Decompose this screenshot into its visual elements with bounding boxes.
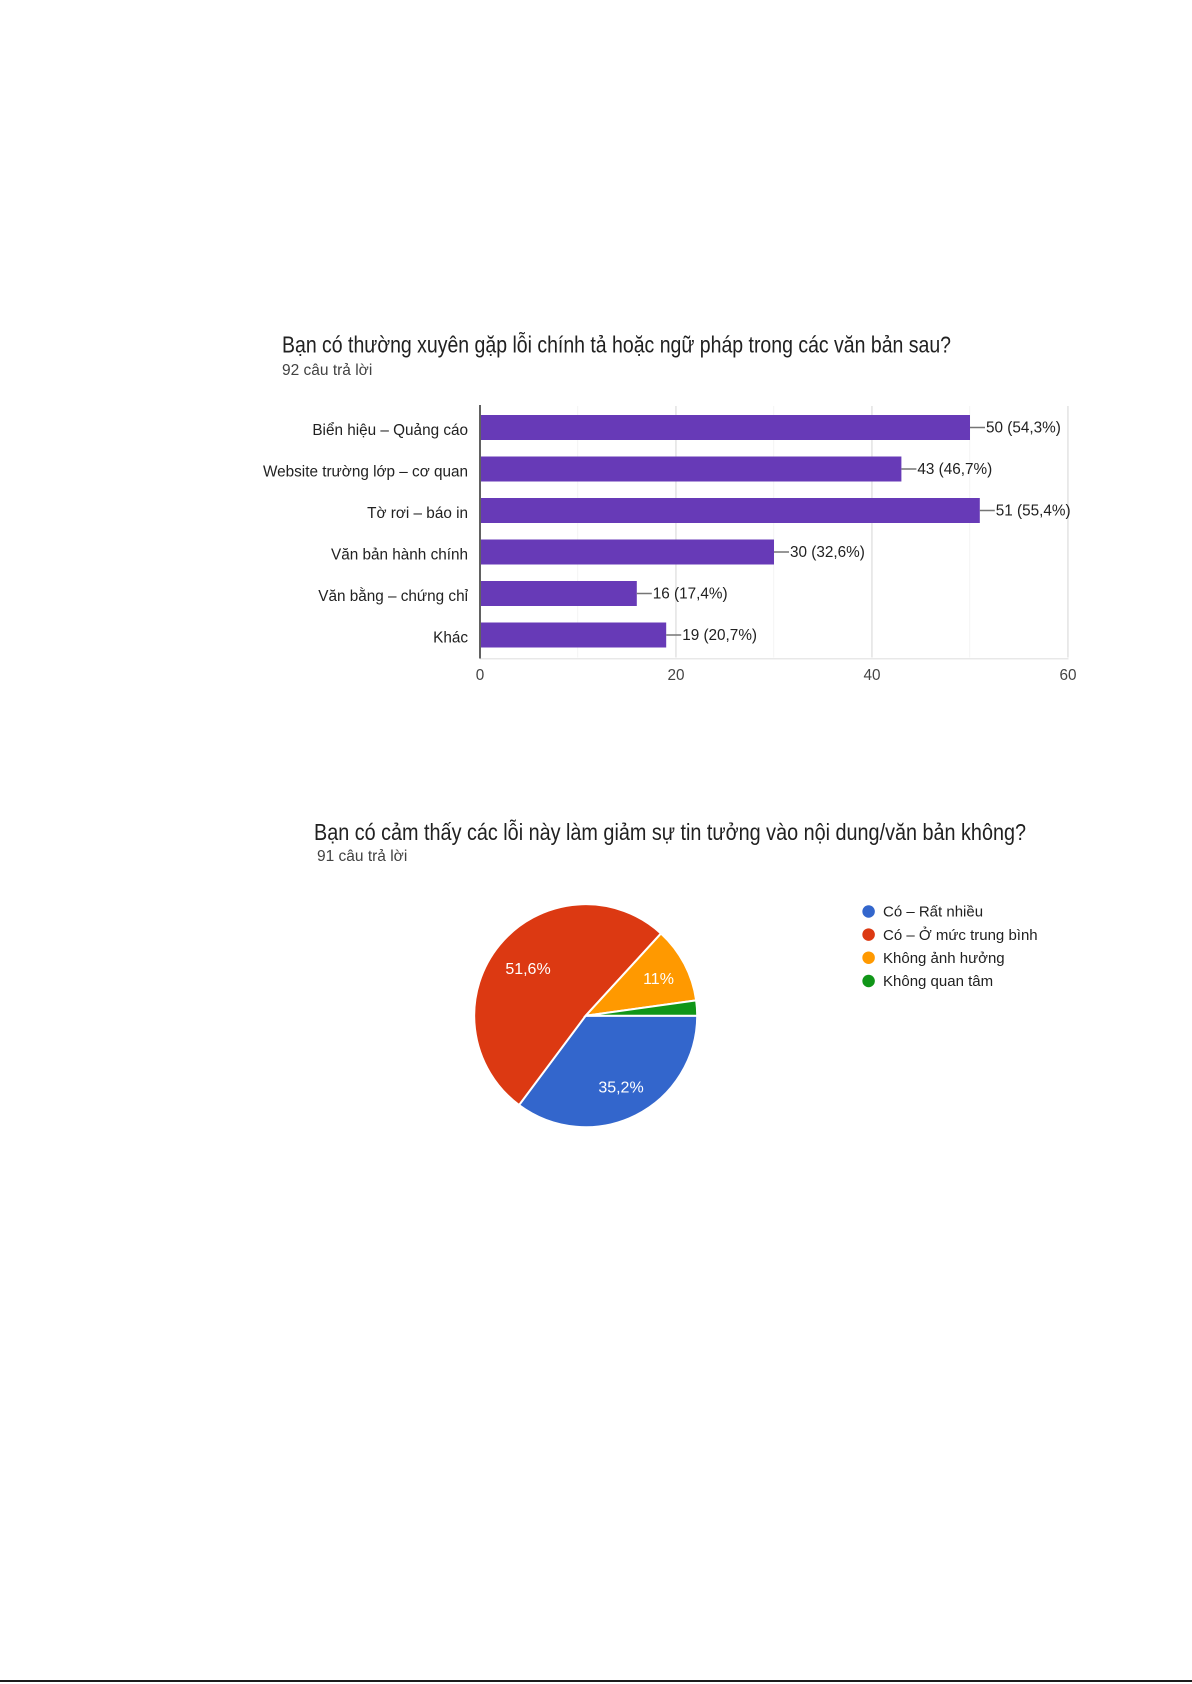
svg-text:Có – Ở mức trung bình: Có – Ở mức trung bình [883, 926, 1038, 944]
svg-text:50 (54,3%): 50 (54,3%) [986, 420, 1061, 437]
svg-text:43 (46,7%): 43 (46,7%) [917, 461, 992, 478]
svg-text:Tờ rơi – báo in: Tờ rơi – báo in [367, 505, 468, 522]
svg-text:51 (55,4%): 51 (55,4%) [996, 503, 1071, 520]
svg-text:Không ảnh hưởng: Không ảnh hưởng [883, 950, 1005, 967]
svg-text:60: 60 [1059, 667, 1076, 684]
svg-text:Bạn có cảm thấy các lỗi này là: Bạn có cảm thấy các lỗi này làm giảm sự … [314, 819, 1026, 845]
svg-text:35,2%: 35,2% [598, 1080, 643, 1097]
svg-text:0: 0 [476, 667, 485, 684]
svg-text:40: 40 [863, 667, 880, 684]
svg-text:Văn bản hành chính: Văn bản hành chính [331, 547, 468, 564]
svg-text:11%: 11% [643, 971, 674, 988]
svg-text:Website trường lớp – cơ quan: Website trường lớp – cơ quan [263, 464, 468, 481]
svg-text:91 câu trả lời: 91 câu trả lời [317, 848, 407, 865]
svg-text:92 câu trả lời: 92 câu trả lời [282, 362, 372, 379]
svg-text:20: 20 [667, 667, 684, 684]
svg-text:51,6%: 51,6% [505, 961, 550, 978]
svg-text:19 (20,7%): 19 (20,7%) [682, 627, 757, 644]
svg-text:Bạn có thường xuyên gặp lỗi ch: Bạn có thường xuyên gặp lỗi chính tả hoặ… [282, 332, 951, 358]
svg-text:30 (32,6%): 30 (32,6%) [790, 544, 865, 561]
svg-text:Biển hiệu – Quảng cáo: Biển hiệu – Quảng cáo [312, 422, 468, 439]
svg-text:Văn bằng – chứng chỉ: Văn bằng – chứng chỉ [318, 588, 468, 605]
svg-text:Có – Rất nhiều: Có – Rất nhiều [883, 904, 983, 921]
svg-text:16 (17,4%): 16 (17,4%) [653, 586, 728, 603]
svg-text:Không quan tâm: Không quan tâm [883, 973, 993, 990]
svg-text:Khác: Khác [433, 630, 468, 647]
